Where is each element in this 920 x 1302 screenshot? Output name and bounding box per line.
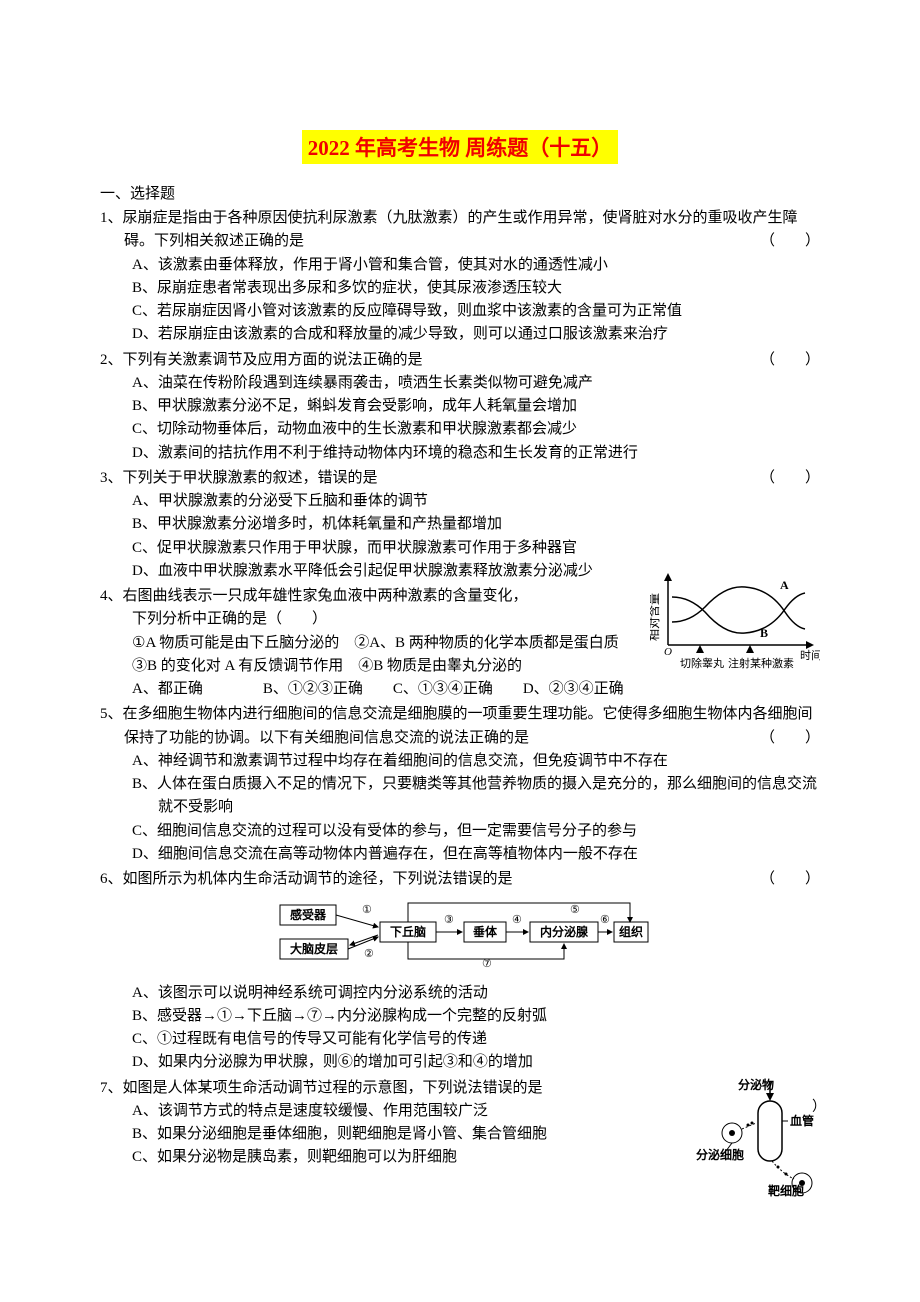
lbl-7: ⑦ <box>482 958 492 969</box>
question-5: 5、在多细胞生物体内进行细胞间的信息交流是细胞膜的一项重要生理功能。它使得多细胞… <box>100 703 820 866</box>
q6-opt-b: B、感受器→①→下丘脑→⑦→内分泌腺构成一个完整的反射弧 <box>100 1005 820 1028</box>
q5-opt-a: A、神经调节和激素调节过程中均存在着细胞间的信息交流，但免疫调节中不存在 <box>100 750 820 773</box>
q2-opt-a: A、油菜在传粉阶段遇到连续暴雨袭击，喷洒生长素类似物可避免减产 <box>100 372 820 395</box>
box-endocrine: 内分泌腺 <box>540 924 589 939</box>
q1-opt-b: B、尿崩症患者常表现出多尿和多饮的症状，使其尿液渗透压较大 <box>100 277 820 300</box>
q6-num: 6、 <box>100 871 123 887</box>
q1-opt-d: D、若尿崩症由该激素的合成和释放量的减少导致，则可以通过口服该激素来治疗 <box>100 323 820 346</box>
q4-chart: 相对含量 O A B 时间 切除睾丸 注射某种激素 <box>650 567 820 677</box>
question-3: 3、下列关于甲状腺激素的叙述，错误的是 （ ） A、甲状腺激素的分泌受下丘脑和垂… <box>100 467 820 583</box>
chart-label-2: 注射某种激素 <box>728 656 794 670</box>
answer-blank: （ ） <box>784 868 820 891</box>
question-6: 6、如图所示为机体内生命活动调节的途径，下列说法错误的是 （ ） 感受器 大脑皮… <box>100 868 820 1075</box>
q4-stem: 右图曲线表示一只成年雄性家兔血液中两种激素的含量变化， <box>123 588 528 604</box>
answer-blank: （ ） <box>784 467 820 490</box>
question-2: 2、下列有关激素调节及应用方面的说法正确的是 （ ） A、油菜在传粉阶段遇到连续… <box>100 349 820 465</box>
chart-label-1: 切除睾丸 <box>680 656 724 670</box>
box-sensor: 感受器 <box>290 907 327 922</box>
q5-num: 5、 <box>100 706 123 722</box>
page-title: 2022 年高考生物 周练题（十五） <box>302 130 619 164</box>
question-1: 1、尿崩症是指由于各种原因使抗利尿激素（九肽激素）的产生或作用异常，使肾脏对水分… <box>100 207 820 347</box>
lbl-6: ⑥ <box>600 914 610 926</box>
q3-opt-c: C、促甲状腺激素只作用于甲状腺，而甲状腺激素可作用于多种器官 <box>100 537 820 560</box>
label-target-cell: 靶细胞 <box>768 1183 804 1197</box>
lbl-4: ④ <box>512 914 522 926</box>
q5-stem: 在多细胞生物体内进行细胞间的信息交流是细胞膜的一项重要生理功能。它使得多细胞生物… <box>123 706 813 745</box>
q1-stem: 尿崩症是指由于各种原因使抗利尿激素（九肽激素）的产生或作用异常，使肾脏对水分的重… <box>123 210 798 249</box>
q6-opt-c: C、①过程既有电信号的传导又可能有化学信号的传递 <box>100 1028 820 1051</box>
chart-origin: O <box>664 646 672 658</box>
q1-opt-c: C、若尿崩症因肾小管对该激素的反应障碍导致，则血浆中该激素的含量可为正常值 <box>100 300 820 323</box>
q7-num: 7、 <box>100 1080 123 1096</box>
question-7: 分泌物 血管 分泌细胞 <box>100 1077 820 1170</box>
answer-blank: （ ） <box>784 727 820 750</box>
q6-flowchart: 感受器 大脑皮层 下丘脑 垂体 内分泌腺 组织 ① ② ③ <box>270 895 650 969</box>
box-pituitary: 垂体 <box>473 924 498 939</box>
q5-opt-b: B、人体在蛋白质摄入不足的情况下，只要糖类等其他营养物质的摄入是充分的，那么细胞… <box>100 773 820 820</box>
q1-num: 1、 <box>100 210 123 226</box>
lbl-1: ① <box>362 904 372 916</box>
q3-opt-a: A、甲状腺激素的分泌受下丘脑和垂体的调节 <box>100 490 820 513</box>
section-heading: 一、选择题 <box>100 182 820 203</box>
q4-num: 4、 <box>100 588 123 604</box>
q5-opt-c: C、细胞间信息交流的过程可以没有受体的参与，但一定需要信号分子的参与 <box>100 820 820 843</box>
q3-stem: 下列关于甲状腺激素的叙述，错误的是 <box>123 470 378 486</box>
chart-curve-b: B <box>760 626 768 640</box>
q1-opt-a: A、该激素由垂体释放，作用于肾小管和集合管，使其对水的通透性减小 <box>100 254 820 277</box>
q2-num: 2、 <box>100 352 123 368</box>
q3-opt-b: B、甲状腺激素分泌增多时，机体耗氧量和产热量都增加 <box>100 513 820 536</box>
answer-blank: （ ） <box>784 349 820 372</box>
lbl-3: ③ <box>444 914 454 926</box>
label-secretory-cell: 分泌细胞 <box>696 1147 744 1162</box>
q5-opt-d: D、细胞间信息交流在高等动物体内普遍存在，但在高等植物体内一般不存在 <box>100 843 820 866</box>
answer-blank: （ ） <box>784 230 820 253</box>
chart-xlabel: 时间 <box>800 649 820 662</box>
q6-stem: 如图所示为机体内生命活动调节的途径，下列说法错误的是 <box>123 871 513 887</box>
box-hypothalamus: 下丘脑 <box>390 924 426 939</box>
q6-opt-d: D、如果内分泌腺为甲状腺，则⑥的增加可引起③和④的增加 <box>100 1051 820 1074</box>
q6-opt-a: A、该图示可以说明神经系统可调控内分泌系统的活动 <box>100 982 820 1005</box>
q2-opt-c: C、切除动物垂体后，动物血液中的生长激素和甲状腺激素都会减少 <box>100 418 820 441</box>
box-tissue: 组织 <box>619 924 643 939</box>
lbl-5: ⑤ <box>570 904 580 916</box>
lbl-2: ② <box>364 948 374 960</box>
q2-opt-b: B、甲状腺激素分泌不足，蝌蚪发育会受影响，成年人耗氧量会增加 <box>100 395 820 418</box>
label-vessel: 血管 <box>790 1113 814 1128</box>
q7-stem: 如图是人体某项生命活动调节过程的示意图，下列说法错误的是 <box>123 1080 543 1096</box>
q2-opt-d: D、激素间的拮抗作用不利于维持动物体内环境的稳态和生长发育的正常进行 <box>100 442 820 465</box>
answer-blank-right: ） <box>812 1099 820 1115</box>
question-4: 相对含量 O A B 时间 切除睾丸 注射某种激素 <box>100 585 820 701</box>
box-cortex: 大脑皮层 <box>290 941 338 956</box>
q3-num: 3、 <box>100 470 123 486</box>
q2-stem: 下列有关激素调节及应用方面的说法正确的是 <box>123 352 423 368</box>
